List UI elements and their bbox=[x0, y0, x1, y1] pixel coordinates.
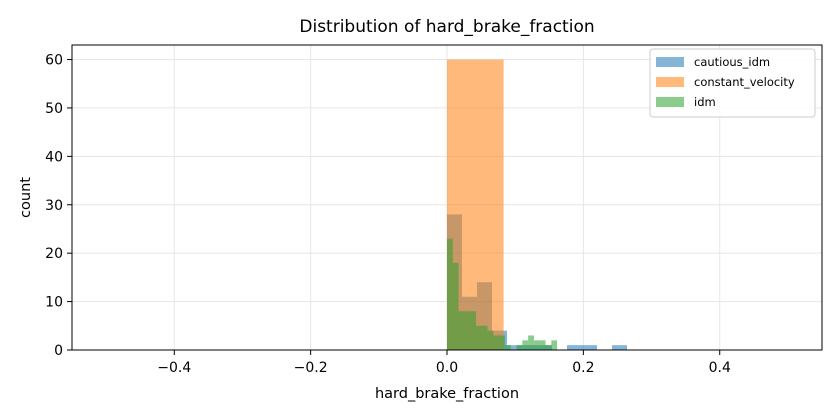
histogram-bar bbox=[475, 325, 482, 350]
histogram-bar bbox=[528, 335, 534, 350]
histogram-bar bbox=[582, 345, 597, 350]
legend-label: constant_velocity bbox=[694, 75, 795, 89]
chart-title: Distribution of hard_brake_fraction bbox=[299, 17, 594, 37]
histogram-bar bbox=[551, 340, 558, 350]
histogram-bar bbox=[487, 330, 494, 350]
x-tick-label: 0.2 bbox=[572, 360, 594, 376]
histogram-bar bbox=[522, 340, 529, 350]
histogram-bar bbox=[516, 345, 523, 350]
y-tick-label: 50 bbox=[45, 101, 63, 117]
x-axis-label: hard_brake_fraction bbox=[375, 386, 519, 402]
histogram-bar bbox=[481, 325, 488, 350]
y-axis-ticks: 0 10 20 30 40 50 60 bbox=[45, 53, 72, 359]
y-tick-label: 30 bbox=[45, 198, 63, 214]
legend-swatch bbox=[656, 97, 684, 107]
histogram-bar bbox=[504, 345, 511, 350]
histogram-bar bbox=[539, 340, 546, 350]
histogram-bar bbox=[567, 345, 582, 350]
legend-box bbox=[649, 48, 816, 118]
legend-swatch bbox=[656, 57, 684, 67]
x-tick-label: −0.4 bbox=[157, 360, 191, 376]
histogram-bar bbox=[493, 335, 500, 350]
histogram-bar bbox=[470, 311, 476, 350]
histogram-bar bbox=[533, 340, 540, 350]
histogram-bar bbox=[545, 345, 552, 350]
x-tick-label: 0.4 bbox=[709, 360, 731, 376]
legend-swatch bbox=[656, 77, 684, 87]
x-axis-ticks: −0.4 −0.2 0.0 0.2 0.4 bbox=[157, 350, 731, 376]
histogram-bar bbox=[499, 335, 505, 350]
y-tick-label: 40 bbox=[45, 149, 63, 165]
histogram-bar bbox=[458, 311, 465, 350]
y-tick-label: 20 bbox=[45, 246, 63, 262]
histogram-bar bbox=[464, 311, 471, 350]
x-tick-label: 0.0 bbox=[436, 360, 458, 376]
series-idm bbox=[447, 238, 558, 350]
histogram-bar bbox=[612, 345, 627, 350]
histogram-bars bbox=[447, 59, 627, 351]
y-tick-label: 10 bbox=[45, 295, 63, 311]
histogram-bar bbox=[447, 238, 453, 350]
y-tick-label: 60 bbox=[45, 53, 63, 69]
histogram-bar bbox=[507, 345, 522, 350]
histogram-bar bbox=[452, 262, 459, 350]
x-tick-label: −0.2 bbox=[294, 360, 328, 376]
y-axis-label: count bbox=[18, 177, 34, 218]
y-tick-label: 0 bbox=[54, 343, 63, 359]
legend-label: cautious_idm bbox=[694, 55, 770, 69]
legend-label: idm bbox=[694, 95, 716, 109]
